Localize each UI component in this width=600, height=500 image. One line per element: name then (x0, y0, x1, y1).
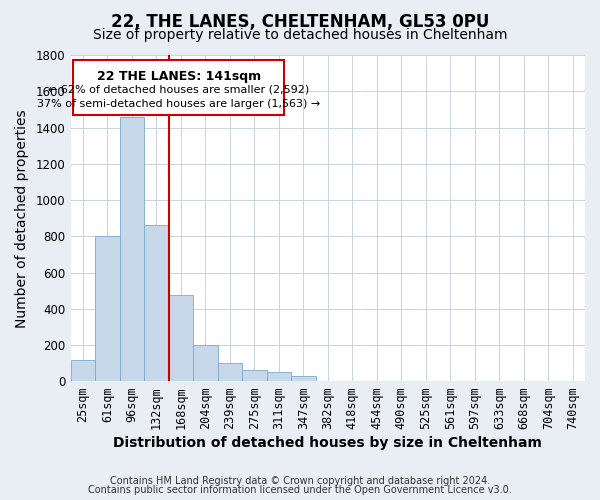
Text: ← 62% of detached houses are smaller (2,592): ← 62% of detached houses are smaller (2,… (48, 84, 309, 94)
FancyBboxPatch shape (73, 60, 284, 116)
Bar (119, 116, 144, 382)
Text: Size of property relative to detached houses in Cheltenham: Size of property relative to detached ho… (93, 28, 507, 42)
Bar (71, 360, 95, 382)
Bar (266, 372, 291, 382)
Bar (169, 296, 193, 382)
X-axis label: Distribution of detached houses by size in Cheltenham: Distribution of detached houses by size … (113, 436, 542, 450)
Text: 22 THE LANES: 141sqm: 22 THE LANES: 141sqm (97, 70, 260, 82)
Bar (95, 236, 119, 382)
Bar (193, 345, 218, 382)
Text: Contains public sector information licensed under the Open Government Licence v3: Contains public sector information licen… (88, 485, 512, 495)
Text: 22, THE LANES, CHELTENHAM, GL53 0PU: 22, THE LANES, CHELTENHAM, GL53 0PU (111, 12, 489, 30)
Bar (242, 370, 266, 382)
Bar (291, 376, 316, 382)
Bar (218, 364, 242, 382)
Text: 37% of semi-detached houses are larger (1,563) →: 37% of semi-detached houses are larger (… (37, 99, 320, 109)
Bar (144, 226, 169, 382)
Text: Contains HM Land Registry data © Crown copyright and database right 2024.: Contains HM Land Registry data © Crown c… (110, 476, 490, 486)
Y-axis label: Number of detached properties: Number of detached properties (15, 109, 29, 328)
